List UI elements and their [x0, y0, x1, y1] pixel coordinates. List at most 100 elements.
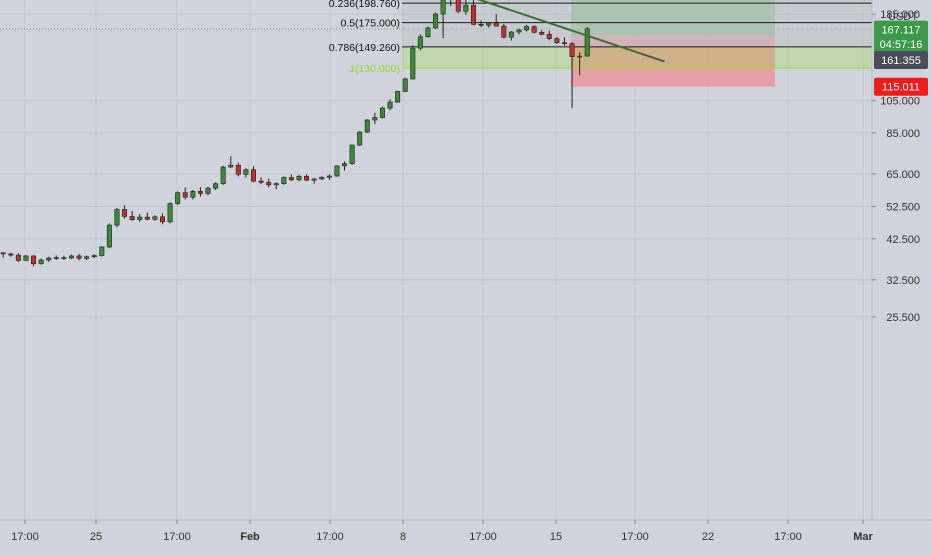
candle-up [84, 255, 90, 261]
trendline-extension [640, 52, 665, 63]
candle-body [0, 252, 6, 255]
candle-down [144, 212, 150, 221]
time-tick-label: 22 [702, 531, 714, 543]
candle-up [516, 28, 522, 35]
candle-down [31, 255, 37, 267]
candle-body [402, 78, 408, 92]
candle-down [0, 252, 6, 258]
candle-up [106, 223, 112, 249]
price-tag-label: 161.355 [881, 55, 921, 67]
time-tick-label: 17:00 [163, 531, 191, 543]
candle-down [470, 0, 476, 26]
candle-up [281, 176, 287, 185]
candle-down [554, 36, 560, 45]
candle-body [379, 107, 385, 118]
candle-body [387, 101, 393, 109]
candle-up [379, 106, 385, 119]
candle-body [182, 192, 188, 198]
candle-down [182, 187, 188, 200]
candle-down [76, 253, 82, 261]
candle-up [584, 26, 590, 57]
candle-body [220, 166, 226, 184]
candle-body [99, 246, 105, 256]
candle-body [524, 26, 530, 31]
price-tag-label: 115.011 [882, 82, 920, 94]
candle-up [205, 186, 211, 196]
candle-body [410, 47, 416, 80]
candle-body [46, 257, 52, 261]
time-tick-label: 17:00 [469, 531, 497, 543]
price-tag: 04:57:16 [874, 35, 928, 54]
fib-level-label: 1(130.000) [349, 63, 400, 75]
candle-body [425, 27, 431, 38]
candle-body [334, 165, 340, 177]
candle-down [159, 213, 165, 225]
candle-down [266, 178, 272, 188]
candle-up [273, 182, 279, 190]
candle-body [106, 224, 112, 248]
time-tick-label: 25 [90, 531, 102, 543]
candle-body [84, 256, 90, 259]
price-axis[interactable]: 850.000650.000370.000295.000235.000185.0… [872, 0, 920, 324]
fibonacci-retracement[interactable]: 0(220.000)0.236(198.760)0.5(175.000)0.78… [329, 0, 872, 75]
candle-up [114, 207, 120, 228]
candle-body [531, 26, 537, 33]
candle-body [91, 255, 97, 258]
candle-up [463, 0, 469, 15]
candle-body [342, 163, 348, 167]
price-tick-label: 52.500 [886, 202, 920, 214]
candle-body [304, 175, 310, 181]
trendline-group[interactable] [443, 0, 665, 63]
price-tag-label: 167.117 [882, 25, 921, 37]
candle-up [334, 165, 340, 177]
candle-up [425, 26, 431, 38]
candle-down [539, 30, 545, 36]
candle-up [99, 246, 105, 257]
price-tick-label: 25.500 [886, 312, 920, 324]
candle-body [137, 216, 143, 220]
time-tick-label: 15 [550, 531, 562, 543]
candle-down [122, 205, 128, 219]
candle-down [8, 252, 14, 257]
candle-body [561, 42, 567, 44]
price-tick-label: 65.000 [886, 169, 920, 181]
candle-down [235, 162, 241, 177]
candle-down [304, 174, 310, 182]
candle-body [349, 144, 355, 164]
price-tag: 161.355 [874, 50, 928, 69]
candle-down [546, 30, 552, 41]
candle-up [243, 168, 249, 178]
fib-level-label: 0.5(175.000) [340, 18, 400, 30]
candle-down [197, 187, 203, 197]
candle-body [23, 255, 29, 261]
candle-up [387, 99, 393, 111]
candle-down [258, 177, 264, 185]
candle-up [486, 22, 492, 28]
time-axis[interactable]: 17:00 25 17:00 Feb 17:00 8 17:00 15 17:00 22 17:00… [11, 520, 873, 543]
candle-body [493, 22, 499, 27]
candle-body [463, 4, 469, 12]
candle-down [569, 42, 575, 109]
candle-body [167, 203, 173, 223]
candle-body [288, 177, 294, 181]
candle-body [122, 209, 128, 217]
candle-down [129, 210, 135, 221]
candle-body [144, 216, 150, 220]
candle-body [228, 164, 234, 168]
candle-up [402, 77, 408, 93]
fib-level-label: 0.236(198.760) [329, 0, 400, 10]
price-tick-label: 42.500 [886, 234, 920, 246]
candle-body [190, 191, 196, 198]
candle-body [395, 91, 401, 103]
candle-body [76, 255, 82, 259]
candle-body [251, 169, 257, 182]
candle-up [38, 258, 44, 265]
candle-body [364, 119, 370, 133]
candle-body [508, 31, 514, 38]
candle-up [167, 202, 173, 224]
descending-trendline [477, 0, 641, 55]
candle-up [410, 45, 416, 80]
